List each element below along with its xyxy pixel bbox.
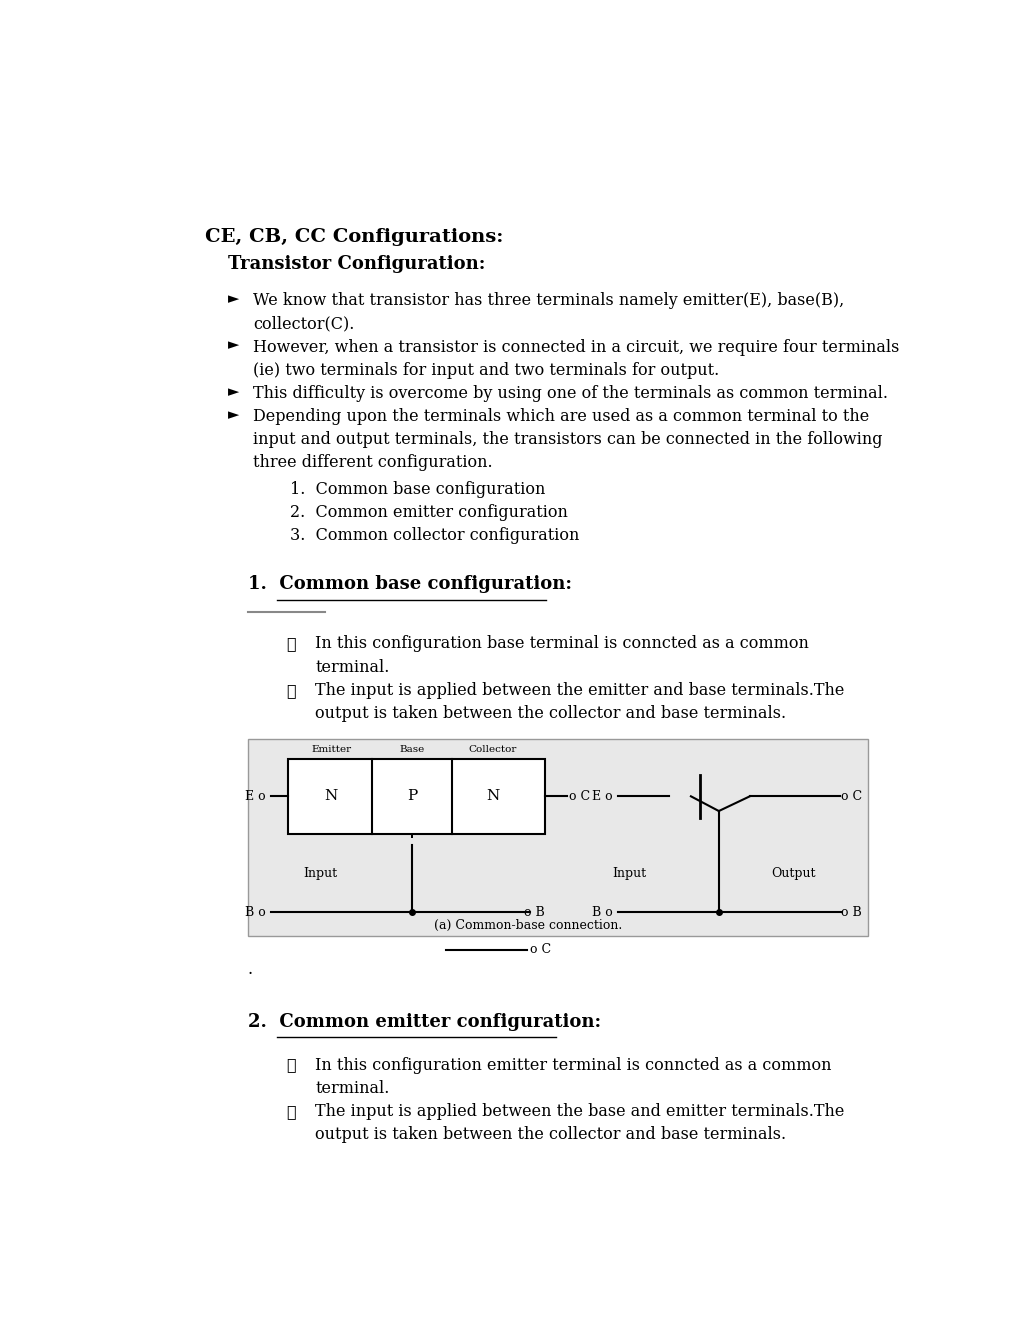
Text: o C: o C	[840, 789, 861, 803]
Text: 1.  Common base configuration: 1. Common base configuration	[290, 480, 545, 498]
FancyBboxPatch shape	[248, 739, 867, 936]
Text: (a) Common-base connection.: (a) Common-base connection.	[433, 920, 622, 932]
Text: This difficulty is overcome by using one of the terminals as common terminal.: This difficulty is overcome by using one…	[253, 385, 888, 401]
Text: o C: o C	[529, 942, 550, 956]
Text: 1.  Common base configuration:: 1. Common base configuration:	[248, 576, 571, 594]
Text: input and output terminals, the transistors can be connected in the following: input and output terminals, the transist…	[253, 432, 881, 447]
Text: Emitter: Emitter	[311, 746, 351, 754]
Text: P: P	[407, 789, 417, 804]
Text: We know that transistor has three terminals namely emitter(E), base(B),: We know that transistor has three termin…	[253, 293, 844, 309]
Text: In this configuration emitter terminal is conncted as a common: In this configuration emitter terminal i…	[315, 1056, 830, 1073]
Text: The input is applied between the emitter and base terminals.The: The input is applied between the emitter…	[315, 681, 844, 698]
Text: E o: E o	[591, 789, 611, 803]
Text: terminal.: terminal.	[315, 659, 389, 676]
Text: o B: o B	[523, 906, 544, 919]
Text: (ie) two terminals for input and two terminals for output.: (ie) two terminals for input and two ter…	[253, 362, 718, 379]
Text: .: .	[248, 961, 253, 978]
Bar	[411, 834, 413, 838]
Text: ❖: ❖	[286, 1102, 296, 1119]
Text: 3.  Common collector configuration: 3. Common collector configuration	[290, 527, 579, 544]
Text: 2.  Common emitter configuration: 2. Common emitter configuration	[290, 504, 568, 521]
Text: ❖: ❖	[286, 681, 296, 698]
Text: three different configuration.: three different configuration.	[253, 454, 492, 471]
Text: The input is applied between the base and emitter terminals.The: The input is applied between the base an…	[315, 1102, 844, 1119]
Text: Collector: Collector	[468, 746, 517, 754]
Text: Transistor Configuration:: Transistor Configuration:	[228, 256, 485, 273]
Text: N: N	[485, 789, 498, 804]
Text: ►: ►	[228, 293, 239, 306]
Text: terminal.: terminal.	[315, 1080, 389, 1097]
Text: output is taken between the collector and base terminals.: output is taken between the collector an…	[315, 1126, 786, 1143]
Bar	[287, 759, 545, 834]
Text: output is taken between the collector and base terminals.: output is taken between the collector an…	[315, 705, 786, 722]
Text: N: N	[324, 789, 337, 804]
Text: CE, CB, CC Configurations:: CE, CB, CC Configurations:	[205, 227, 503, 246]
Text: However, when a transistor is connected in a circuit, we require four terminals: However, when a transistor is connected …	[253, 339, 899, 355]
Text: B o: B o	[591, 906, 611, 919]
Text: E o: E o	[245, 789, 265, 803]
Text: B o: B o	[245, 906, 265, 919]
Text: ►: ►	[228, 385, 239, 399]
Text: ►: ►	[228, 408, 239, 422]
Text: 2.  Common emitter configuration:: 2. Common emitter configuration:	[248, 1012, 600, 1031]
Text: o B: o B	[840, 906, 861, 919]
Text: Input: Input	[303, 867, 337, 880]
Text: collector(C).: collector(C).	[253, 315, 354, 333]
Text: Input: Input	[611, 867, 645, 880]
Text: Base: Base	[398, 746, 424, 754]
Text: In this configuration base terminal is conncted as a common: In this configuration base terminal is c…	[315, 635, 808, 652]
Text: ►: ►	[228, 339, 239, 352]
Text: Output: Output	[770, 867, 814, 880]
Text: ❖: ❖	[286, 1056, 296, 1073]
Text: ❖: ❖	[286, 635, 296, 652]
Text: Depending upon the terminals which are used as a common terminal to the: Depending upon the terminals which are u…	[253, 408, 868, 425]
Text: o C: o C	[569, 789, 589, 803]
